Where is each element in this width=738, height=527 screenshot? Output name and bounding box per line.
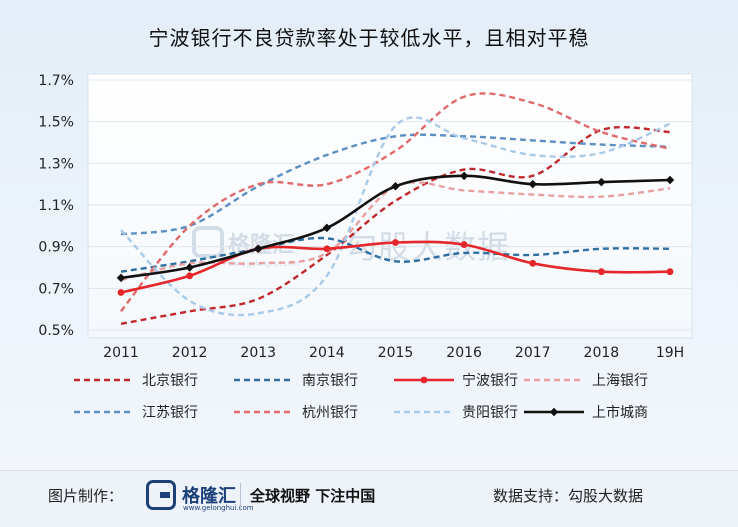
x-tick-label: 2012 [172, 345, 208, 361]
series-line-5 [120, 133, 671, 236]
data-point [186, 272, 194, 280]
y-tick-label: 0.5% [38, 323, 74, 339]
y-tick-label: 1.5% [38, 115, 74, 131]
data-point [666, 268, 674, 276]
series-line-1 [120, 126, 671, 325]
data-point [392, 239, 399, 246]
brand-name: 格隆汇 [182, 486, 236, 507]
data-point [460, 241, 468, 248]
slogan: 全球视野 下注中国 [250, 487, 376, 505]
legend-label: 北京银行 [142, 373, 198, 389]
legend-label: 上市城商 [592, 404, 648, 421]
x-tick-label: 2017 [515, 345, 551, 361]
y-tick-label: 1.3% [38, 156, 74, 172]
brand-logo-icon [146, 480, 176, 510]
legend-label: 杭州银行 [302, 405, 358, 421]
data-point [254, 244, 263, 253]
data-point [391, 182, 400, 191]
legend-label: 贵阳银行 [462, 405, 518, 421]
brand-domain: www.gelonghui.com [183, 504, 254, 512]
data-point [323, 245, 331, 253]
legend-label: 上海银行 [592, 373, 648, 389]
legend-marker [420, 376, 428, 384]
y-tick-label: 1.1% [38, 198, 74, 214]
line-chart: 格隆汇 www.gelonghui.com 勾股大数据 0.5%0.7%0.9%… [38, 73, 693, 421]
x-tick-label: 2014 [309, 345, 345, 361]
data-point [459, 171, 469, 181]
x-tick-label: 2011 [103, 345, 139, 361]
data-source: 数据支持：勾股大数据 [493, 487, 644, 505]
series-group [116, 92, 675, 325]
data-point [529, 259, 537, 267]
footer-divider [240, 483, 241, 511]
y-tick-label: 0.9% [38, 240, 74, 256]
data-point [117, 289, 125, 296]
chart-title: 宁波银行不良贷款率处于较低水平，且相对平稳 [148, 26, 590, 50]
series-line-6 [120, 92, 671, 313]
legend-label: 江苏银行 [142, 405, 198, 421]
plot-area [87, 73, 693, 339]
x-axis: 2011 2012 2013 2014 2015 2016 2017 2018 19H [103, 345, 684, 361]
footer: 图片制作： 格隆汇 www.gelonghui.com 全球视野 下注中国 数据… [0, 470, 738, 527]
data-point [322, 223, 332, 233]
x-tick-label: 2018 [584, 345, 620, 361]
legend-marker [549, 407, 559, 417]
watermark-logo-icon [192, 226, 224, 258]
x-tick-label: 2016 [446, 345, 482, 361]
legend-label: 南京银行 [302, 373, 358, 389]
y-tick-label: 1.7% [38, 73, 74, 89]
credit-label: 图片制作： [48, 487, 124, 505]
x-tick-label: 19H [656, 345, 684, 361]
data-point [597, 268, 605, 276]
y-axis: 0.5% 0.7% 0.9% 1.1% 1.3% 1.5% 1.7% [38, 73, 74, 339]
legend-label: 宁波银行 [462, 372, 518, 389]
grid-lines [88, 79, 692, 331]
y-tick-label: 0.7% [38, 281, 74, 297]
series-line-7 [120, 116, 671, 317]
series-line-2 [120, 236, 671, 273]
data-point [185, 263, 194, 272]
data-point [116, 273, 126, 283]
x-tick-label: 2013 [240, 345, 276, 361]
x-tick-label: 2015 [378, 345, 414, 361]
